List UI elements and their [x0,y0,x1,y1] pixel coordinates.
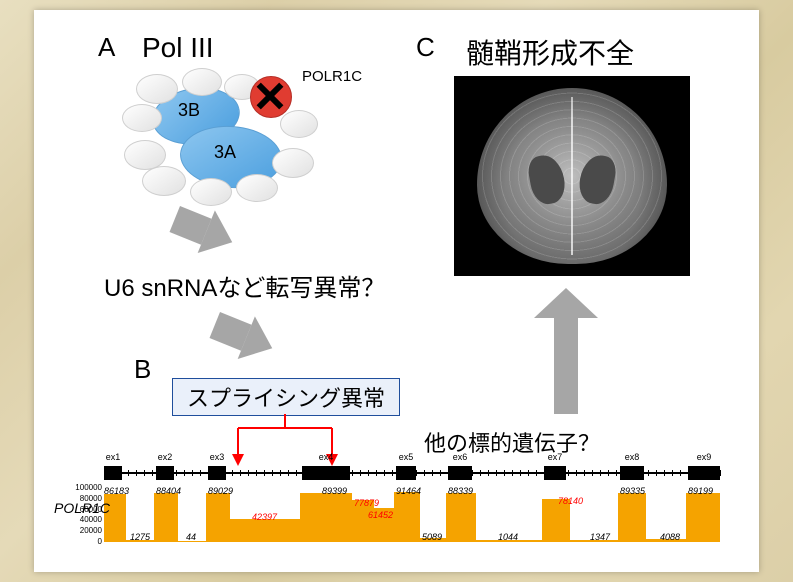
exon-label: ex6 [444,452,476,462]
mri-image [454,76,690,276]
pol3-complex: 3B 3A [112,70,328,200]
exon-label: ex1 [100,452,126,462]
y-tick: 100000 [68,484,102,492]
y-tick: 20000 [68,527,102,535]
expr-value-low: 61452 [368,510,393,520]
exon-label: ex2 [152,452,178,462]
intron-value: 5089 [422,532,442,542]
panel-A-label: A [98,32,115,63]
expr-value: 88339 [448,486,473,496]
exon-label: ex5 [392,452,420,462]
y-tick: 0 [68,538,102,546]
panel-C-label: C [416,32,435,63]
splice-box: スプライシング異常 [172,378,400,416]
x-icon [254,80,286,112]
exon-label: ex4 [298,452,354,462]
hypomyelination-title: 髄鞘形成不全 [466,32,634,72]
exon-label: ex3 [204,452,230,462]
expr-value: 89029 [208,486,233,496]
u6-text: U6 snRNAなど転写異常？ [104,268,385,303]
expression-plot: 86183 88404 89029 89399 91464 88339 89335 89199… [104,488,720,542]
gene-name-label: POLR1C [54,500,110,516]
intron-value: 44 [186,532,196,542]
exon-label: ex9 [684,452,724,462]
expr-value: 88404 [156,486,181,496]
expr-value-low: 78140 [558,496,583,506]
expr-value: 89199 [688,486,713,496]
expr-value: 86183 [104,486,129,496]
splice-text: スプライシング異常 [187,381,385,413]
y-tick: 40000 [68,516,102,524]
panel-B-label: B [134,354,151,385]
intron-value: 1044 [498,532,518,542]
sub-3a-label: 3A [214,142,236,163]
intron-value: 4088 [660,532,680,542]
expr-value: 89335 [620,486,645,496]
pol3-title: Pol III [142,32,214,64]
expr-value: 91464 [396,486,421,496]
slide: A Pol III 3B 3A POLR1C U6 snRNAなど転写異常？ B [34,10,759,572]
expr-value-low: 77879 [354,498,379,508]
intron-value: 1275 [130,532,150,542]
brain-icon [477,88,667,264]
exon-label: ex7 [540,452,570,462]
sub-3b-label: 3B [178,100,200,121]
expr-value: 89399 [322,486,347,496]
polr1c-label: POLR1C [302,68,362,85]
canvas: A Pol III 3B 3A POLR1C U6 snRNAなど転写異常？ B [0,0,793,582]
intron-value: 1347 [590,532,610,542]
exon-label: ex8 [616,452,648,462]
expr-value-low: 42397 [252,512,277,522]
